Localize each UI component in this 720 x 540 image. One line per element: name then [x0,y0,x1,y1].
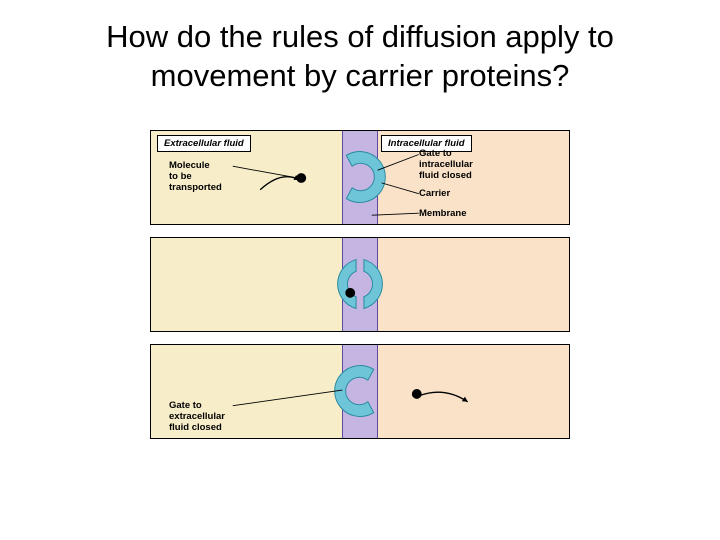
extracellular-region [151,238,343,331]
diagram-panel-1: Extracellular fluidIntracellular fluidMo… [150,130,570,225]
diagram-panel-2 [150,237,570,332]
membrane-region [343,345,379,438]
membrane-region [343,238,379,331]
intracellular-region [377,345,569,438]
diagram-panel-3: Gate toextracellularfluid closed [150,344,570,439]
carrier-diagram: Extracellular fluidIntracellular fluidMo… [150,130,570,451]
label-molecule: Moleculeto betransported [169,161,222,194]
label-carrier: Carrier [419,189,450,200]
label-membrane: Membrane [419,209,467,220]
label-gate_ic_closed: Gate tointracellularfluid closed [419,149,473,182]
intracellular-region [377,238,569,331]
extracellular-label: Extracellular fluid [157,135,251,152]
label-gate_ec_closed: Gate toextracellularfluid closed [169,401,225,434]
membrane-region [343,131,379,224]
page-title: How do the rules of diffusion apply to m… [0,0,720,96]
